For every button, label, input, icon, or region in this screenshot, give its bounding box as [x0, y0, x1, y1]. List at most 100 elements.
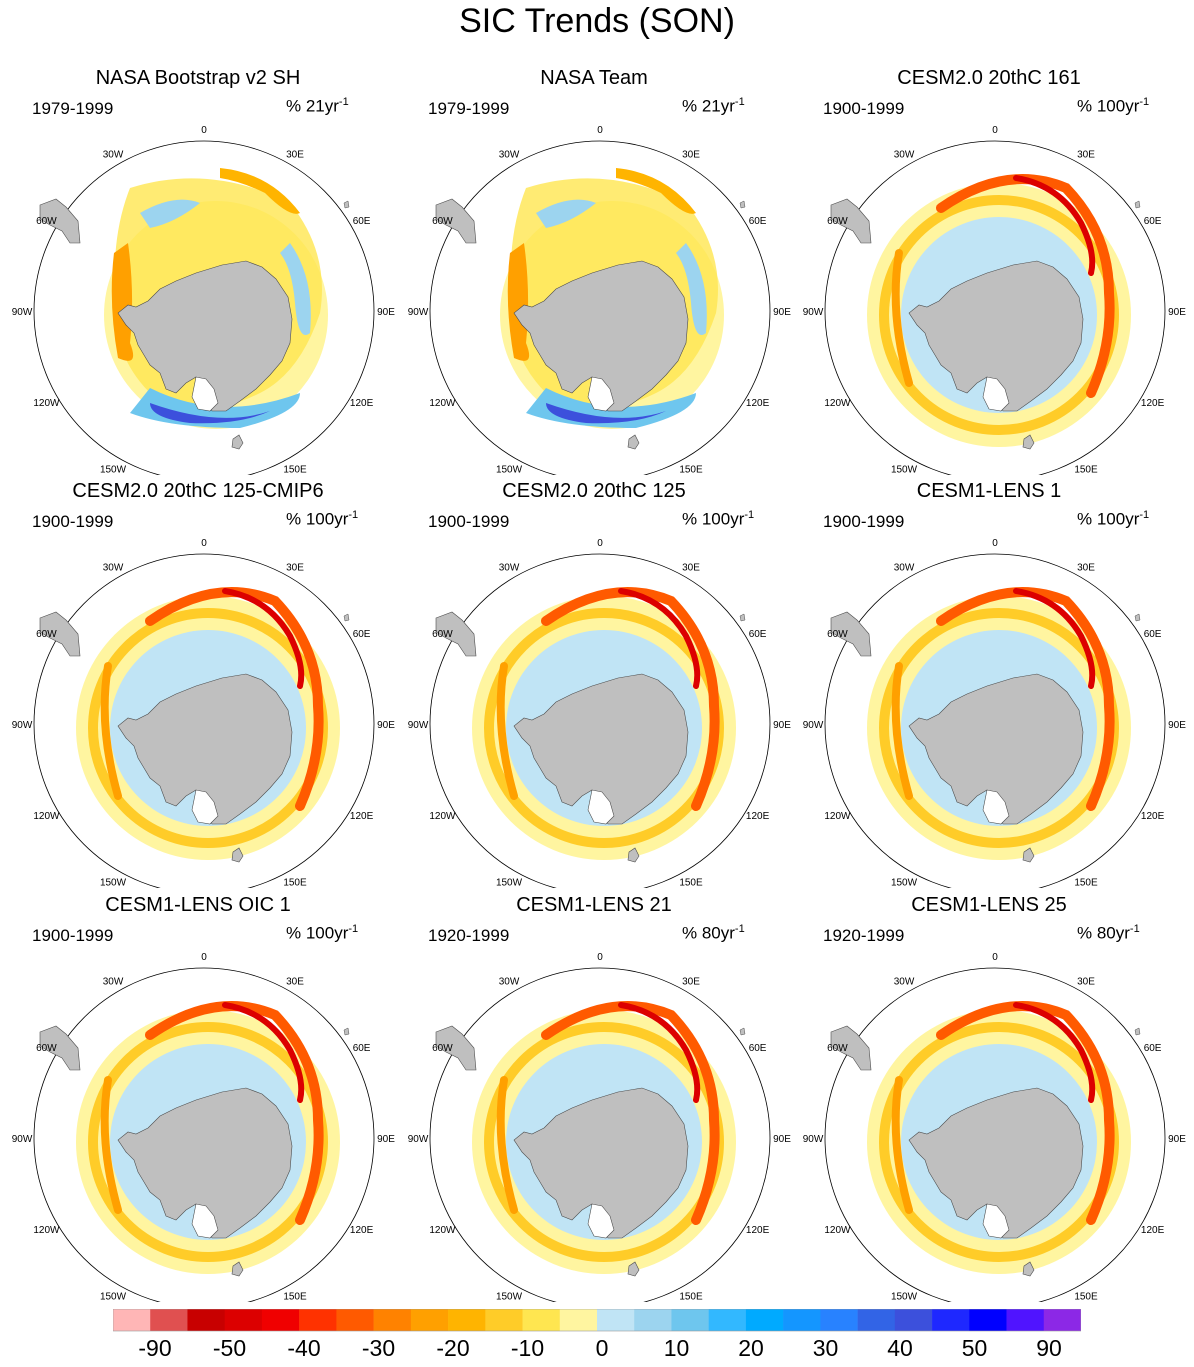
longitude-label: 0: [201, 538, 207, 549]
longitude-label: 60E: [353, 216, 371, 227]
panel-unit: % 100yr-1: [286, 509, 359, 529]
longitude-label: 90E: [773, 720, 791, 731]
antarctica-land: [513, 673, 689, 825]
longitude-label: 150W: [496, 878, 523, 888]
colorbar-tick-label: 10: [663, 1335, 690, 1361]
longitude-label: 150W: [891, 878, 918, 888]
longitude-label: 90E: [1168, 307, 1186, 318]
ice-field: [111, 243, 134, 361]
ice-field: [1013, 588, 1096, 689]
south-america-land: [435, 198, 477, 244]
longitude-label: 60E: [749, 1043, 767, 1054]
colorbar-frame: [113, 1309, 1081, 1332]
longitude-label: 60E: [749, 216, 767, 227]
colorbar-swatch: [448, 1309, 486, 1331]
longitude-label: 90E: [377, 720, 395, 731]
longitude-label: 60W: [36, 216, 57, 227]
longitude-label: 60W: [432, 216, 453, 227]
ice-field: [618, 1002, 701, 1103]
colorbar-swatch: [261, 1309, 300, 1331]
longitude-label: 120W: [33, 1225, 60, 1236]
longitude-label: 30W: [103, 562, 124, 573]
longitude-label: 0: [597, 952, 603, 963]
polar-map: 030E60E90E120E150E180150W120W90W60W30W: [12, 538, 395, 888]
polar-map: 030E60E90E120E150E180150W120W90W60W30W: [803, 538, 1186, 888]
panel-unit: % 100yr-1: [286, 923, 359, 943]
colorbar-swatch: [783, 1309, 821, 1331]
longitude-label: 30W: [894, 976, 915, 987]
polar-map: 030E60E90E120E150E180150W120W90W60W30W: [408, 952, 791, 1302]
longitude-label: 90W: [12, 1134, 33, 1145]
new-zealand-land: [627, 1261, 640, 1277]
ice-field: [100, 1076, 122, 1214]
ross-ice-shelf: [982, 789, 1010, 825]
panel-period: 1979-1999: [32, 99, 114, 118]
longitude-label: 150E: [679, 465, 703, 475]
longitude-label: 60E: [749, 629, 767, 640]
colorbar-swatch: [224, 1309, 263, 1331]
kerguelen-land: [343, 200, 350, 209]
longitude-label: 60W: [36, 629, 57, 640]
map-panel: CESM2.0 20thC 161 1900-1999 % 100yr-1 0 30E 6…: [791, 63, 1187, 475]
colorbar-swatch: [820, 1309, 858, 1331]
longitude-label: 60W: [827, 216, 848, 227]
longitude-label: 0: [201, 952, 207, 963]
new-zealand-land: [1022, 847, 1035, 863]
map-panel: CESM2.0 20thC 125 1900-1999 % 100yr-1 0 30E 6…: [396, 476, 792, 888]
longitude-label: 30W: [499, 976, 520, 987]
longitude-label: 30W: [894, 562, 915, 573]
longitude-label: 120E: [1141, 398, 1165, 409]
ice-field: [100, 662, 122, 800]
longitude-label: 0: [597, 125, 603, 136]
new-zealand-land: [231, 1261, 244, 1277]
antarctica-land: [513, 1087, 689, 1239]
longitude-label: 120E: [1141, 811, 1165, 822]
panel-title: CESM2.0 20thC 161: [897, 67, 1081, 89]
longitude-label: 150W: [891, 465, 918, 475]
longitude-label: 150W: [496, 465, 523, 475]
ice-field: [145, 1001, 324, 1225]
longitude-label: 60W: [827, 629, 848, 640]
colorbar-tick-label: -30: [361, 1335, 396, 1361]
south-america-land: [435, 1025, 477, 1071]
panel-unit: % 100yr-1: [1077, 509, 1150, 529]
colorbar-swatch: [299, 1309, 337, 1331]
colorbar-tick-label: 0: [595, 1335, 609, 1361]
south-america-land: [830, 611, 872, 657]
panel-title: NASA Team: [540, 67, 648, 89]
new-zealand-land: [1022, 434, 1035, 450]
longitude-label: 30E: [682, 149, 700, 160]
colorbar-tick-label: -50: [212, 1335, 247, 1361]
map-panel: CESM1-LENS 21 1920-1999 % 80yr-1 0 30E 60E 90E…: [396, 890, 792, 1302]
longitude-label: 120E: [350, 398, 374, 409]
map-panel: CESM2.0 20thC 125-CMIP6 1900-1999 % 100yr-…: [0, 476, 396, 888]
antarctica-land: [908, 260, 1084, 412]
south-america-land: [435, 611, 477, 657]
colorbar-swatch: [894, 1309, 933, 1331]
longitude-label: 150E: [283, 878, 307, 888]
colorbar-swatch: [969, 1309, 1007, 1331]
ice-field: [936, 587, 1115, 811]
longitude-label: 60W: [432, 1043, 453, 1054]
colorbar-ticks: -90 -50 -40 -30 -20 -10 0 10 20 30 40 50 90: [0, 1335, 1194, 1365]
colorbar-tick-label: -90: [138, 1335, 172, 1361]
longitude-label: 120E: [746, 811, 770, 822]
longitude-label: 90W: [408, 307, 429, 318]
longitude-label: 90W: [803, 720, 824, 731]
longitude-label: 0: [992, 538, 998, 549]
longitude-label: 120W: [824, 1225, 851, 1236]
longitude-label: 0: [992, 125, 998, 136]
map-panel: NASA Team 1979-1999 % 21yr-1 0 30E 60E 90E 120E…: [396, 63, 792, 475]
longitude-label: 60W: [432, 629, 453, 640]
longitude-label: 60E: [1144, 629, 1162, 640]
longitude-label: 150E: [679, 1292, 703, 1302]
colorbar-tick-label: -10: [510, 1335, 545, 1361]
longitude-label: 120W: [33, 398, 60, 409]
south-america-land: [39, 198, 81, 244]
colorbar-tick-label: -20: [436, 1335, 470, 1361]
longitude-label: 30E: [1077, 562, 1095, 573]
ice-field: [618, 588, 701, 689]
longitude-label: 150E: [283, 465, 307, 475]
colorbar-swatch: [522, 1309, 561, 1331]
longitude-label: 90W: [12, 307, 33, 318]
